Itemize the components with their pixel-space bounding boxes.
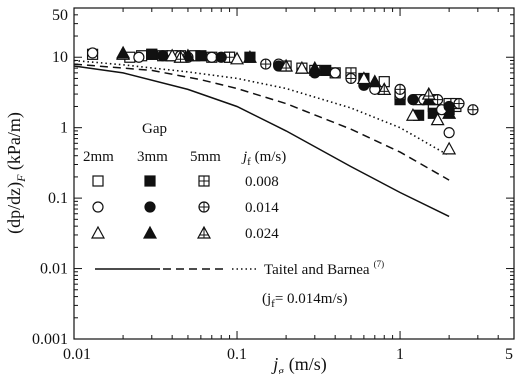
data-point-square-filled — [320, 64, 332, 77]
y-tick-label: 0.001 — [32, 331, 68, 348]
data-point-square-filled — [146, 48, 158, 60]
legend-col-5mm: 5mm — [190, 149, 221, 165]
data-point-triangle-filled — [367, 74, 382, 88]
data-point-triangle-cross — [279, 58, 294, 72]
data-point-triangle-open — [294, 60, 309, 74]
data-point-triangle-open — [430, 112, 445, 126]
data-point-circle-filled — [407, 94, 419, 106]
data-point-circle-cross — [467, 104, 479, 116]
data-point-triangle-open — [356, 71, 371, 85]
data-point-circle-cross — [260, 58, 272, 70]
y-tick-label: 0.01 — [40, 261, 68, 278]
legend-marker-circle-cross — [198, 201, 210, 213]
legend: Gap 2mm 3mm 5mm jf (m/s) 0.008 0.014 0.0… — [83, 121, 384, 310]
data-point-circle-cross — [453, 97, 465, 110]
x-tick-label: 0.01 — [63, 346, 91, 363]
y-axis-title: (dp/dz)F (kPa/m) — [4, 112, 28, 234]
legend-col-2mm: 2mm — [83, 149, 114, 165]
model-curve-dashed — [73, 63, 450, 181]
data-point-triangle-cross — [377, 82, 392, 95]
legend-jf-0024: 0.024 — [245, 226, 279, 242]
data-point-triangle-open — [230, 51, 245, 65]
y-tick-label: 0.1 — [48, 190, 68, 207]
data-point-triangle-filled — [116, 45, 131, 59]
legend-marker-triangle-cross — [196, 225, 212, 239]
data-point-triangle-open — [405, 108, 420, 121]
y-tick-label: 1 — [60, 120, 68, 137]
data-point-triangle-open — [165, 48, 180, 62]
model-curves — [73, 59, 450, 218]
data-point-circle-open — [206, 51, 218, 63]
data-point-triangle-open — [442, 141, 457, 155]
data-point-square-filled — [195, 50, 207, 62]
model-curve-solid — [73, 65, 450, 218]
legend-jf-0008: 0.008 — [245, 174, 279, 190]
x-axis-title: jg (m/s) — [271, 354, 327, 374]
data-point-circle-cross — [394, 83, 406, 95]
model-curve-dotted — [73, 59, 450, 157]
x-tick-label: 1 — [396, 346, 404, 363]
legend-marker-square-open — [92, 175, 104, 187]
data-point-triangle-filled — [442, 106, 457, 119]
legend-marker-square-filled — [144, 175, 156, 187]
y-tick-label: 10 — [52, 49, 68, 66]
data-point-circle-open — [443, 127, 455, 139]
legend-model-note: (jf= 0.014m/s) — [262, 291, 347, 310]
data-point-triangle-filled — [307, 60, 322, 74]
legend-marker-circle-open — [92, 201, 104, 213]
axis-ticks — [73, 7, 515, 340]
data-point-circle-filled — [157, 50, 169, 62]
legend-title: Gap — [142, 121, 167, 137]
legend-marker-triangle-filled — [142, 225, 158, 239]
legend-markers — [90, 175, 212, 239]
x-tick-label: 5 — [505, 346, 513, 363]
data-point-circle-open — [133, 51, 145, 63]
data-point-triangle-cross — [173, 49, 188, 63]
data-point-triangle-cross — [421, 86, 436, 100]
data-point-circle-filled — [215, 51, 227, 63]
legend-marker-triangle-open — [90, 225, 106, 239]
y-tick-label: 50 — [52, 7, 68, 24]
x-tick-label: 0.1 — [227, 346, 247, 363]
data-point-circle-open — [329, 67, 341, 79]
legend-jf-0014: 0.014 — [245, 200, 279, 216]
legend-col-3mm: 3mm — [137, 149, 168, 165]
data-points — [86, 45, 479, 155]
data-point-triangle-filled — [180, 48, 195, 62]
data-point-circle-open — [86, 47, 99, 59]
legend-jf-header: jf (m/s) — [241, 149, 286, 168]
plot-frame — [73, 7, 515, 340]
legend-model-label: Taitel and Barnea (7) — [264, 259, 384, 278]
data-point-triangle-filled — [242, 49, 257, 63]
legend-marker-square-cross — [198, 175, 210, 187]
data-point-circle-cross — [345, 72, 357, 85]
legend-marker-circle-filled — [144, 201, 156, 213]
